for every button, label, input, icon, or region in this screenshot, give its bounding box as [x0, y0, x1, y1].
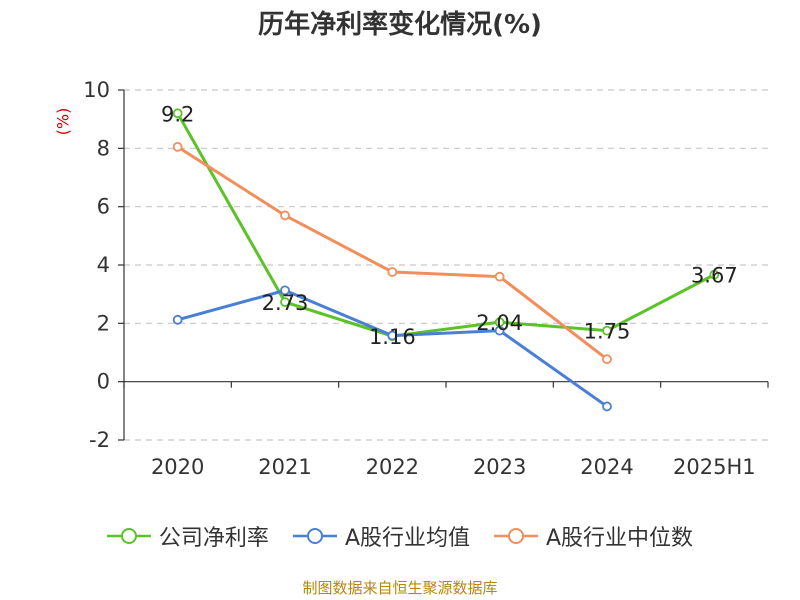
data-point[interactable]	[387, 267, 398, 277]
data-source-note: 制图数据来自恒生聚源数据库	[302, 579, 498, 597]
legend-marker-industry-median	[494, 528, 538, 544]
data-point[interactable]	[172, 141, 183, 152]
legend-marker-company	[106, 528, 151, 544]
legend-item-industry-mean[interactable]: A股行业均值	[292, 520, 470, 552]
data-label: 9.2	[161, 102, 194, 126]
data-point[interactable]	[602, 354, 612, 365]
data-point[interactable]	[280, 297, 290, 307]
data-label: 1.75	[584, 320, 631, 344]
x-tick-label: 2022	[366, 455, 419, 479]
y-tick-label: -2	[89, 428, 110, 452]
data-labels: 9.2 2.73 1.16 2.04 1.75 3.67	[161, 102, 738, 349]
data-label: 3.67	[691, 264, 738, 288]
axes: 10 8 6 4 2 0 -2 2020 2021 2022 2023 2024 2025H1	[83, 78, 769, 479]
y-tick-label: 2	[97, 311, 110, 335]
x-tick-label: 2021	[258, 455, 311, 479]
data-point[interactable]	[387, 330, 398, 341]
legend: 公司净利率 A股行业均值 A股行业中位数	[0, 520, 800, 552]
legend-label-industry-median: A股行业中位数	[546, 526, 694, 551]
legend-label-industry-mean: A股行业均值	[344, 526, 470, 551]
grid-lines	[124, 89, 768, 441]
legend-item-company[interactable]: 公司净利率	[106, 520, 269, 552]
y-tick-label: 0	[97, 370, 110, 394]
y-tick-label: 6	[97, 195, 110, 219]
data-point[interactable]	[280, 210, 290, 221]
data-point[interactable]	[172, 314, 183, 325]
data-point[interactable]	[602, 325, 612, 336]
legend-item-industry-median[interactable]: A股行业中位数	[494, 520, 693, 552]
data-label: 2.73	[262, 291, 309, 315]
x-tick-label: 2023	[473, 455, 526, 479]
x-tick-label: 2024	[580, 455, 633, 479]
legend-label-company: 公司净利率	[158, 526, 269, 551]
data-label: 2.04	[476, 311, 523, 335]
x-tick-label: 2020	[151, 455, 204, 479]
data-point[interactable]	[709, 269, 720, 280]
y-tick-label: 10	[83, 78, 110, 102]
chart-title: 历年净利率变化情况(%)	[258, 10, 542, 40]
data-point[interactable]	[172, 108, 183, 119]
data-point[interactable]	[494, 325, 505, 336]
y-tick-label: 4	[97, 253, 110, 277]
data-point[interactable]	[280, 285, 290, 296]
y-tick-label: 8	[97, 136, 110, 160]
data-point[interactable]	[494, 271, 505, 282]
series	[172, 108, 720, 412]
data-point[interactable]	[602, 401, 612, 412]
x-tick-label: 2025H1	[673, 455, 756, 479]
legend-marker-industry-mean	[292, 528, 337, 544]
series-line	[176, 111, 716, 338]
data-label: 1.16	[369, 325, 416, 349]
